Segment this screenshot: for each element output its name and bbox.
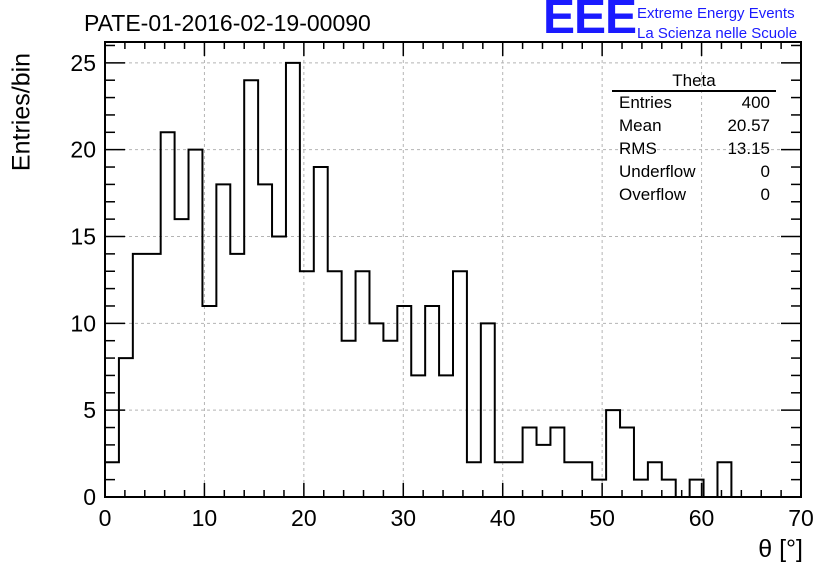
y-tick-label: 0 (83, 484, 96, 510)
x-tick-label: 40 (490, 505, 516, 531)
stat-label-underflow: Underflow (619, 162, 696, 181)
y-tick-label: 5 (83, 397, 96, 423)
histogram-line (104, 61, 801, 498)
x-tick-label: 20 (291, 505, 317, 531)
logo-subtitle-1: Extreme Energy Events (637, 5, 795, 22)
run-title: PATE-01-2016-02-19-00090 (84, 10, 371, 36)
x-tick-label: 70 (788, 505, 814, 531)
stat-label-mean: Mean (619, 116, 662, 135)
y-tick-label: 10 (70, 310, 96, 336)
x-tick-label: 30 (390, 505, 416, 531)
logo-subtitle-2: La Scienza nelle Scuole (637, 25, 798, 42)
stat-value-entries: 400 (741, 93, 770, 112)
stat-value-underflow: 0 (760, 162, 770, 181)
stats-box-title: Theta (672, 71, 716, 90)
y-tick-label: 20 (70, 137, 96, 163)
stat-label-rms: RMS (619, 139, 657, 158)
stat-value-mean: 20.57 (727, 116, 770, 135)
plot-frame (104, 41, 802, 498)
x-tick-label: 50 (589, 505, 615, 531)
stat-value-overflow: 0 (760, 185, 770, 204)
stat-value-rms: 13.15 (727, 139, 770, 158)
y-tick-label: 25 (70, 50, 96, 76)
x-tick-label: 60 (689, 505, 715, 531)
x-axis-label: θ [°] (758, 535, 803, 563)
stat-label-entries: Entries (619, 93, 672, 112)
x-tick-label: 10 (192, 505, 218, 531)
eee-logo: EEE (543, 0, 637, 44)
x-tick-label: 0 (99, 505, 112, 531)
stats-box-rule (612, 90, 776, 92)
stat-label-overflow: Overflow (619, 185, 687, 204)
y-tick-label: 15 (70, 224, 96, 250)
y-axis-label: Entries/bin (7, 52, 36, 172)
